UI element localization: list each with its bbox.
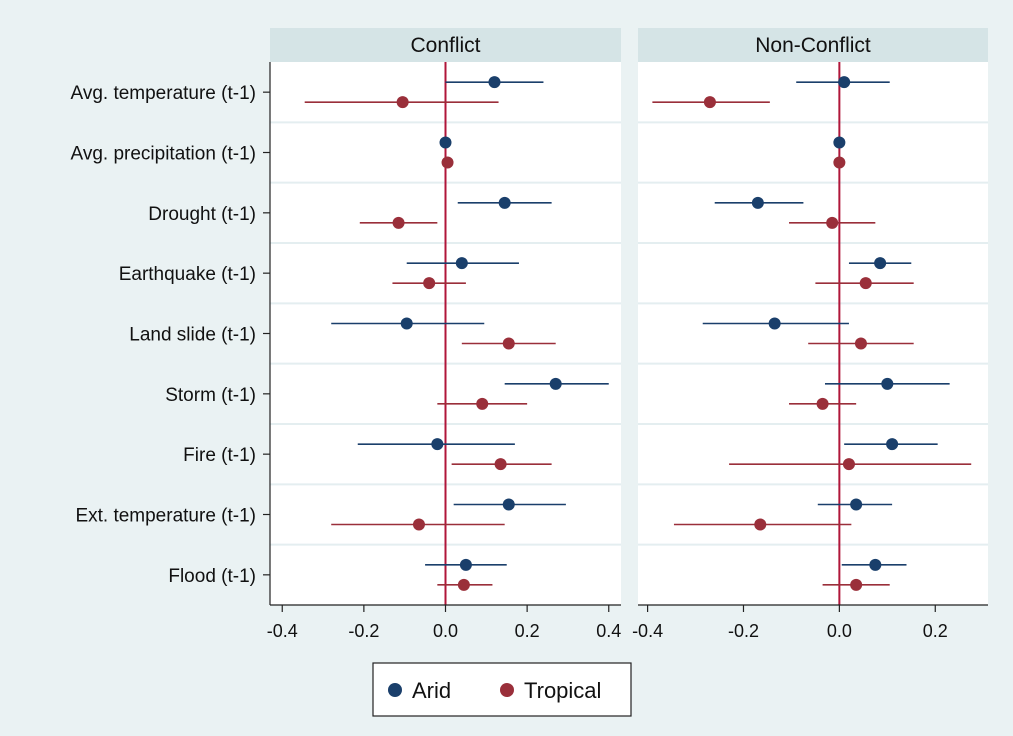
tropical-point-5 xyxy=(476,397,489,410)
tropical-point-0 xyxy=(396,96,409,109)
category-label: Storm (t-1) xyxy=(165,385,256,406)
x-tick-label: 0.4 xyxy=(596,621,621,641)
panel-conflict: Conflict -0.4 -0.2 0.0 0.2 0.4 xyxy=(267,28,621,641)
arid-point-8 xyxy=(459,558,472,571)
tropical-point-3 xyxy=(859,277,872,290)
arid-point-3 xyxy=(874,257,887,270)
arid-point-7 xyxy=(850,498,863,511)
tropical-point-4 xyxy=(502,337,515,350)
arid-point-1 xyxy=(833,136,846,149)
x-tick-label: 0.0 xyxy=(827,621,852,641)
plot-area xyxy=(638,62,988,605)
x-tick-label: 0.0 xyxy=(433,621,458,641)
x-tick-label: 0.2 xyxy=(923,621,948,641)
panel-title: Conflict xyxy=(410,34,480,57)
category-label: Avg. precipitation (t-1) xyxy=(70,144,256,165)
panel-header xyxy=(638,28,988,62)
tropical-point-2 xyxy=(392,216,405,229)
tropical-point-6 xyxy=(494,458,507,471)
tropical-point-0 xyxy=(703,96,716,109)
tropical-point-4 xyxy=(854,337,867,350)
tropical-point-5 xyxy=(816,397,829,410)
arid-point-8 xyxy=(869,558,882,571)
category-label: Avg. temperature (t-1) xyxy=(70,83,256,104)
arid-point-0 xyxy=(838,76,851,89)
tropical-point-7 xyxy=(754,518,767,531)
legend-label-tropical: Tropical xyxy=(524,678,601,703)
arid-point-6 xyxy=(431,438,444,451)
legend-marker-tropical xyxy=(500,683,514,697)
arid-point-4 xyxy=(400,317,413,330)
tropical-point-2 xyxy=(826,216,839,229)
arid-point-2 xyxy=(498,196,511,209)
category-label: Drought (t-1) xyxy=(148,204,256,225)
arid-point-2 xyxy=(751,196,764,209)
category-label: Ext. temperature (t-1) xyxy=(75,506,256,527)
legend: Arid Tropical xyxy=(372,662,632,717)
category-label: Land slide (t-1) xyxy=(129,325,256,346)
tropical-point-1 xyxy=(833,156,846,169)
category-label: Earthquake (t-1) xyxy=(119,264,256,285)
arid-point-5 xyxy=(549,377,562,390)
tropical-point-6 xyxy=(842,458,855,471)
category-label: Flood (t-1) xyxy=(168,566,256,587)
x-tick-label: 0.2 xyxy=(515,621,540,641)
tropical-point-3 xyxy=(423,277,436,290)
arid-point-1 xyxy=(439,136,452,149)
tropical-point-7 xyxy=(412,518,425,531)
tropical-point-8 xyxy=(457,578,470,591)
x-tick-label: -0.2 xyxy=(348,621,379,641)
x-tick-label: -0.2 xyxy=(728,621,759,641)
x-tick-label: -0.4 xyxy=(267,621,298,641)
arid-point-4 xyxy=(768,317,781,330)
tropical-point-1 xyxy=(441,156,454,169)
panel-title: Non-Conflict xyxy=(755,34,871,57)
x-tick-label: -0.4 xyxy=(632,621,663,641)
arid-point-5 xyxy=(881,377,894,390)
tropical-point-8 xyxy=(850,578,863,591)
panel-header xyxy=(270,28,621,62)
arid-point-7 xyxy=(502,498,515,511)
category-label: Fire (t-1) xyxy=(183,445,256,466)
arid-point-0 xyxy=(488,76,501,89)
legend-label-arid: Arid xyxy=(412,678,451,703)
arid-point-6 xyxy=(886,438,899,451)
panel-non-conflict: Non-Conflict -0.4 -0.2 0.0 0.2 xyxy=(632,28,988,641)
arid-point-3 xyxy=(455,257,468,270)
legend-marker-arid xyxy=(388,683,402,697)
